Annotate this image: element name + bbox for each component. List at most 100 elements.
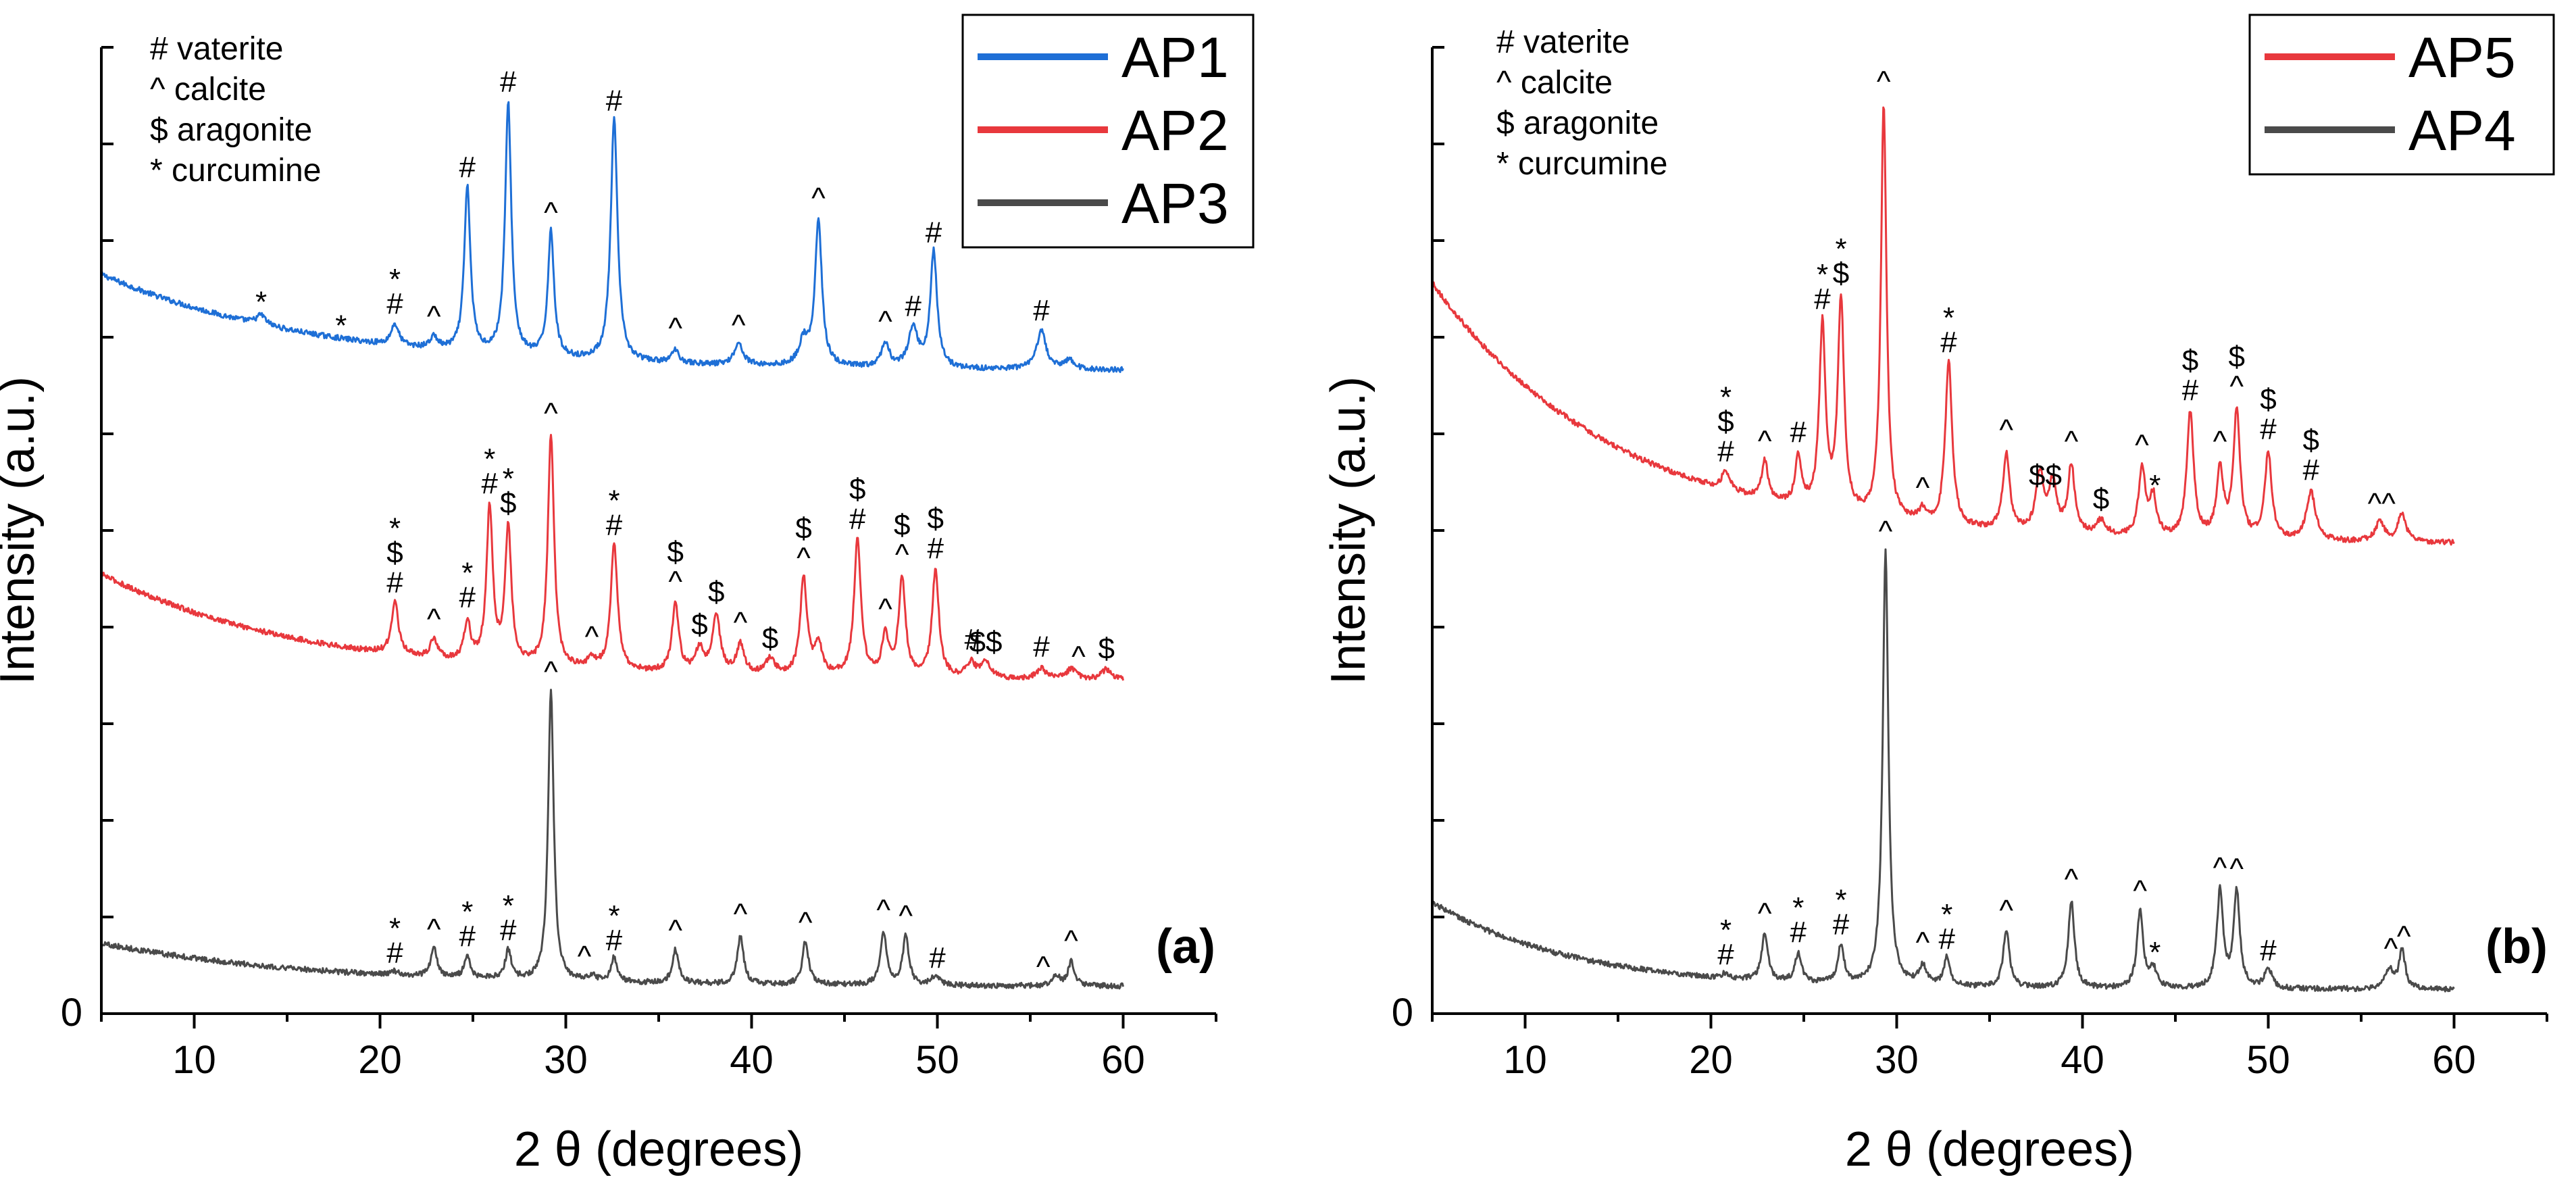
series-ap4-peak-annotation: # <box>2260 934 2277 967</box>
peak-mark: * <box>503 889 514 922</box>
series-ap5-peak-annotation: ^ <box>2065 425 2079 458</box>
x-tick-label-10: 10 <box>172 1038 216 1082</box>
peak-mark: # <box>1717 435 1734 468</box>
series-ap5-peak-annotation: *# <box>1940 301 1957 359</box>
panel-a-legend-label-ap2: AP2 <box>1121 99 1229 162</box>
peak-mark: $$ <box>2029 459 2062 492</box>
series-ap1-peak-annotation: # <box>926 216 942 249</box>
series-ap5-peak-annotation: $ <box>2093 482 2109 516</box>
peak-mark: # <box>500 914 517 947</box>
series-ap4-peak-annotation: ^ <box>2384 933 2398 966</box>
peak-mark: ^ <box>734 606 748 639</box>
peak-mark: ^ <box>544 197 558 230</box>
series-ap3-peak-annotation: # <box>929 941 946 974</box>
series-ap3-peak-annotation: ^ <box>876 893 890 926</box>
peak-mark: # <box>1790 916 1807 949</box>
peak-mark: # <box>386 566 403 599</box>
peak-mark: # <box>1939 922 1956 956</box>
series-ap5-peak-annotation: *$ <box>1833 232 1849 290</box>
panel-b-legend-label-ap4: AP4 <box>2408 99 2516 162</box>
peak-mark: * <box>389 512 401 545</box>
peak-mark: ^ <box>1879 515 1893 548</box>
series-ap4-peak-annotation: ^ <box>2213 851 2227 885</box>
peak-mark: ^ <box>2229 852 2244 885</box>
panel-b-phase-key-aragonite: $ aragonite <box>1496 105 1659 141</box>
series-ap5-peak-annotation: ^ <box>1916 471 1930 504</box>
peak-mark: ^ <box>878 593 892 626</box>
peak-mark: ^ <box>1758 897 1772 931</box>
peak-mark: ^ <box>1036 951 1051 984</box>
peak-mark: ^ <box>811 182 826 215</box>
peak-mark: * <box>389 912 401 945</box>
peak-mark: ^ <box>668 312 682 345</box>
series-ap2-peak-annotation: ^ <box>1071 641 1086 674</box>
peak-mark: ^ <box>895 538 909 571</box>
panel-a-ticks: 10 20 30 40 50 60 <box>100 46 1217 1082</box>
peak-mark: $$ <box>969 626 1003 659</box>
series-ap1-peak-annotation: ^ <box>544 197 558 230</box>
peak-mark: # <box>929 941 946 974</box>
peak-mark: * <box>1720 381 1732 414</box>
series-ap4-peak-annotation: *# <box>1939 898 1956 956</box>
peak-mark: # <box>2303 453 2320 487</box>
peak-mark: # <box>459 920 476 953</box>
peak-mark: * <box>2149 936 2161 969</box>
series-ap4-line <box>1432 548 2455 993</box>
peak-mark: ^ <box>1064 924 1078 958</box>
series-ap5-peak-annotation: $$ <box>2029 459 2062 492</box>
series-ap3-peak-annotation: ^ <box>1064 924 1078 958</box>
peak-mark: ^ <box>544 397 558 430</box>
peak-mark: $ <box>1717 405 1734 439</box>
peak-mark: # <box>1940 326 1957 359</box>
peak-mark: ^ <box>899 899 913 933</box>
panel-b-label: (b) <box>2485 920 2548 974</box>
peak-mark: * <box>2149 469 2161 502</box>
series-ap5-peak-annotation: ^^ <box>2368 487 2396 520</box>
series-ap1-peak-annotation: ^ <box>668 312 682 345</box>
peak-mark: $ <box>928 502 944 535</box>
x-tick-label-50: 50 <box>915 1038 959 1082</box>
x-tick-label-30: 30 <box>1875 1038 1919 1082</box>
panel-b-x-axis-title: 2 θ (degrees) <box>1845 1122 2134 1176</box>
series-ap4-peak-annotation: *# <box>1833 884 1850 941</box>
series-ap1-peak-annotation: ^ <box>732 309 746 342</box>
series-ap3-peak-annotation: *# <box>386 912 403 969</box>
series-ap1-peak-annotation: # <box>500 66 517 99</box>
peak-mark: $ <box>691 608 707 641</box>
peak-mark: # <box>459 151 476 184</box>
peak-mark: ^ <box>427 603 441 636</box>
series-ap5-peak-annotation: *$# <box>1717 381 1734 468</box>
series-ap2-peak-annotation: ^ <box>585 620 599 653</box>
peak-mark: * <box>1720 914 1732 947</box>
panel-b-phase-key-vaterite: # vaterite <box>1496 24 1630 60</box>
peak-mark: # <box>500 66 517 99</box>
series-ap5-peak-annotation: $# <box>2260 382 2277 445</box>
peak-mark: # <box>926 216 942 249</box>
panel-a-y-axis-title: Intensity (a.u.) <box>0 376 45 685</box>
peak-mark: ^ <box>799 906 813 939</box>
panel-b-legend-label-ap5: AP5 <box>2408 26 2516 89</box>
x-tick-label-60: 60 <box>1101 1038 1145 1082</box>
series-ap2-peak-annotation: *# <box>482 443 499 500</box>
peak-mark: $ <box>2303 424 2319 457</box>
series-ap2-peak-annotation: *# <box>606 485 623 542</box>
peak-mark: * <box>1835 884 1846 917</box>
series-ap4-peak-annotation: ^ <box>1758 897 1772 931</box>
series-ap2-peak-annotation: ^ <box>544 397 558 430</box>
peak-mark: $ <box>795 512 811 545</box>
series-ap1-peak-annotation: # <box>905 289 922 322</box>
series-ap5-peak-annotation: $# <box>2303 424 2320 487</box>
peak-mark: ^ <box>2213 425 2227 458</box>
x-tick-label-20: 20 <box>1689 1038 1733 1082</box>
series-ap2-peak-annotation: $^ <box>795 512 811 574</box>
series-ap2-peak-annotation: $ <box>1098 632 1115 665</box>
series-ap3-peak-annotation: ^ <box>578 940 592 973</box>
peak-mark: # <box>482 467 499 500</box>
peak-mark: $ <box>762 622 778 655</box>
panel-b-phase-key-curcumine: * curcumine <box>1496 146 1667 182</box>
peak-mark: ^ <box>2065 425 2079 458</box>
peak-mark: * <box>1835 232 1846 266</box>
peak-mark: # <box>928 532 944 565</box>
series-ap5-peak-annotation: ^ <box>2213 425 2227 458</box>
panel-a-phase-key-aragonite: $ aragonite <box>150 112 312 148</box>
